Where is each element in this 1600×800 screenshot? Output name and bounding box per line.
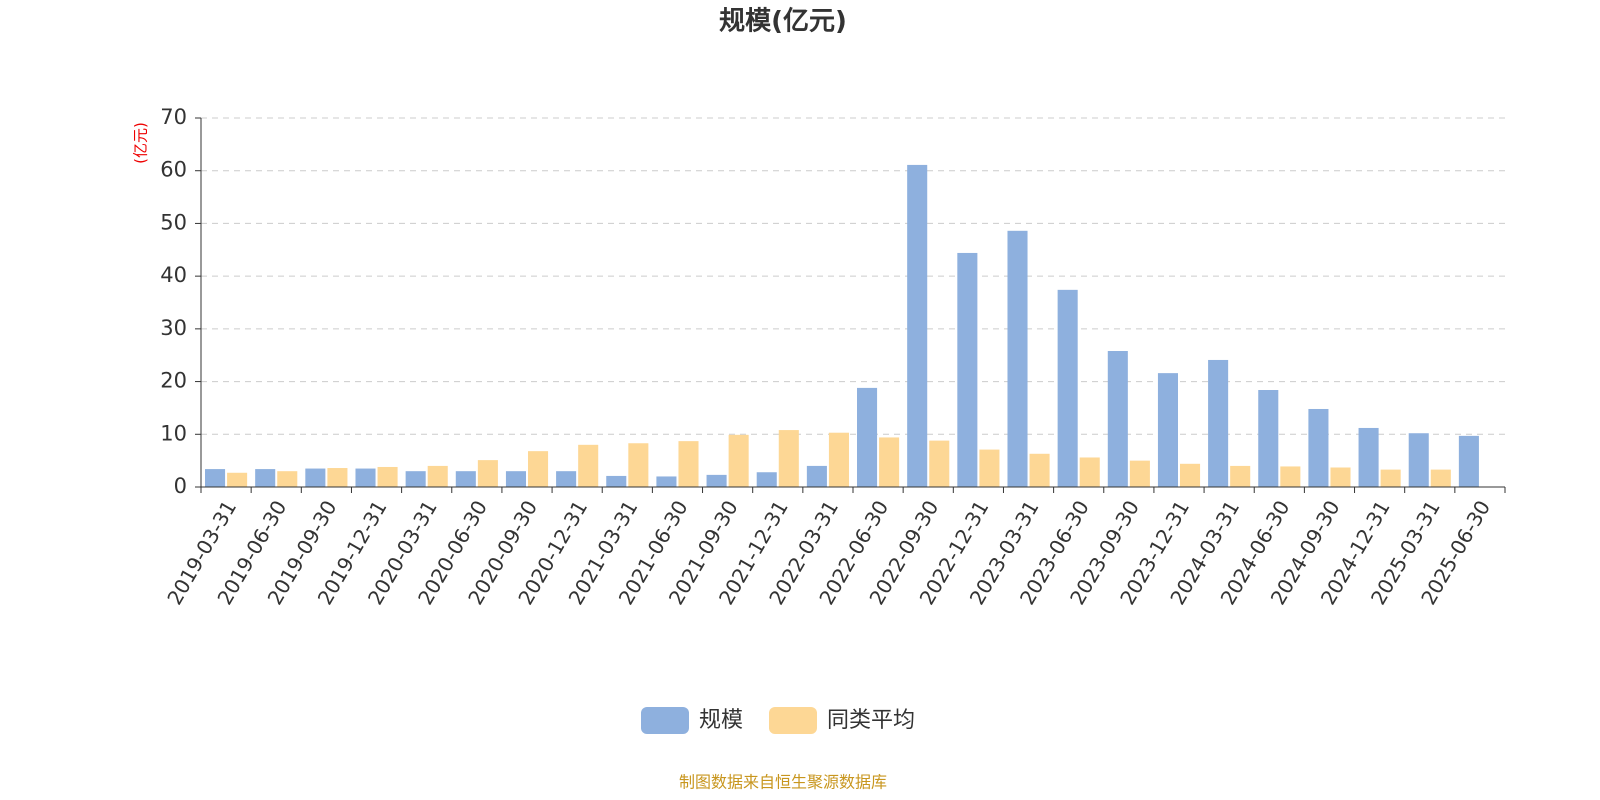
y-axis-label: (亿元) (132, 122, 150, 164)
bar (455, 471, 476, 487)
bar (1208, 359, 1229, 487)
y-tick-label: 40 (160, 263, 187, 287)
bar (1157, 373, 1178, 487)
bar (255, 469, 276, 487)
legend-label: 同类平均 (827, 708, 915, 733)
legend-label: 规模 (699, 708, 743, 733)
bar (578, 444, 599, 487)
bar (205, 469, 226, 487)
source-note: 制图数据来自恒生聚源数据库 (679, 773, 887, 792)
y-tick-label: 20 (160, 369, 187, 393)
bar (706, 474, 727, 487)
bar (405, 471, 426, 487)
bar (656, 476, 677, 487)
y-tick-label: 50 (160, 210, 187, 234)
bar (1230, 465, 1251, 487)
legend-swatch (769, 707, 817, 734)
bar (756, 472, 777, 487)
bar (427, 465, 448, 487)
bar (1079, 457, 1100, 487)
bar (227, 472, 248, 487)
bar (1408, 433, 1429, 487)
bar (1458, 435, 1479, 487)
bar (1358, 427, 1379, 487)
bar (1180, 463, 1201, 487)
bar (857, 387, 878, 487)
bar (1029, 453, 1050, 487)
y-tick-label: 60 (160, 158, 187, 182)
bar (305, 468, 326, 487)
bar (1280, 466, 1301, 487)
bar (277, 471, 298, 487)
bar (1258, 390, 1279, 487)
bar (778, 430, 799, 487)
bar (355, 468, 376, 487)
legend-swatch (641, 707, 689, 734)
bar (879, 437, 900, 487)
bar (477, 460, 498, 487)
bar (556, 471, 577, 487)
bar (1380, 469, 1401, 487)
bar (1308, 408, 1329, 487)
y-tick-label: 10 (160, 421, 187, 445)
y-tick-label: 0 (174, 474, 187, 498)
bar (1007, 230, 1028, 487)
bar (1330, 467, 1351, 487)
bar (957, 252, 978, 487)
bar (1430, 469, 1451, 487)
bar (628, 443, 649, 487)
bar (907, 164, 928, 487)
bar (528, 451, 549, 487)
bar (806, 465, 827, 487)
bar (327, 468, 348, 487)
bar (606, 475, 627, 487)
bar (1129, 460, 1150, 487)
bar (728, 434, 749, 487)
y-tick-label: 30 (160, 316, 187, 340)
bar (929, 440, 950, 487)
bar (1107, 350, 1128, 487)
bar (1057, 289, 1078, 487)
bar (828, 432, 849, 487)
y-tick-label: 70 (160, 105, 187, 129)
bar (979, 449, 1000, 487)
bar (377, 466, 398, 487)
chart-title: 规模(亿元) (719, 7, 847, 37)
bar (678, 441, 699, 487)
bar (505, 471, 526, 487)
